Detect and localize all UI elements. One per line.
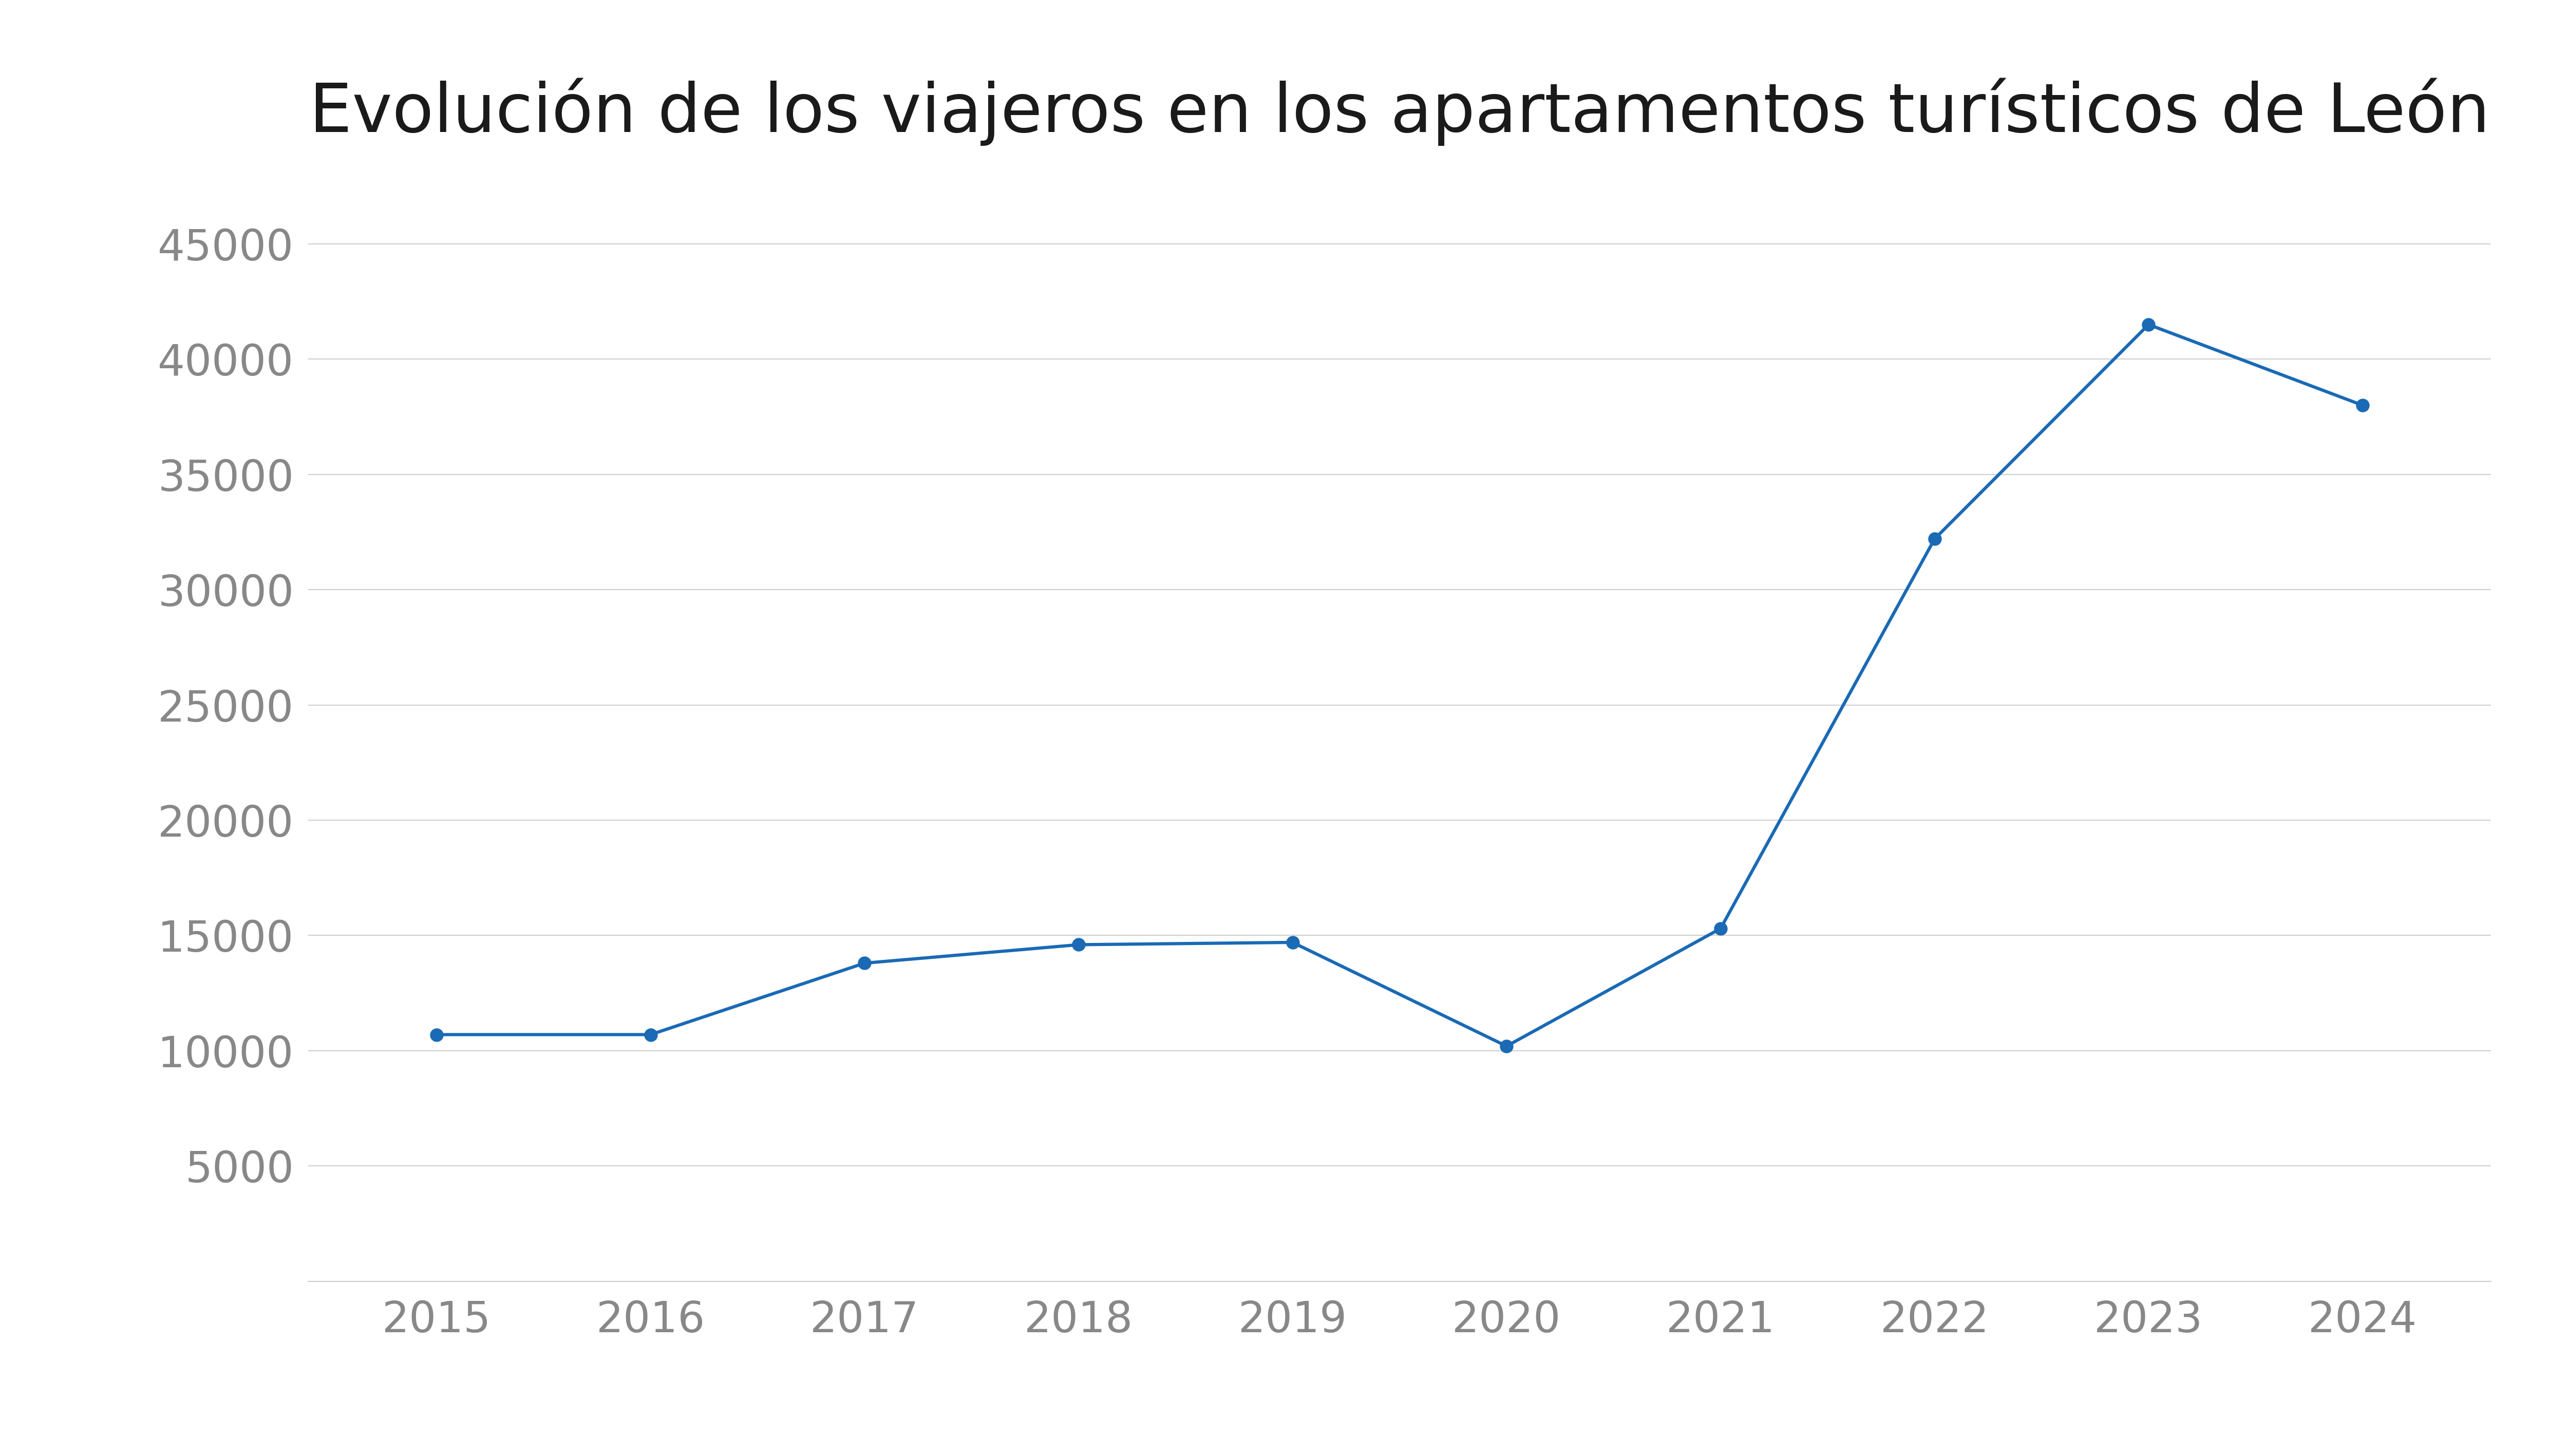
Title: Evolución de los viajeros en los apartamentos turísticos de León: Evolución de los viajeros en los apartam… bbox=[308, 77, 2491, 146]
